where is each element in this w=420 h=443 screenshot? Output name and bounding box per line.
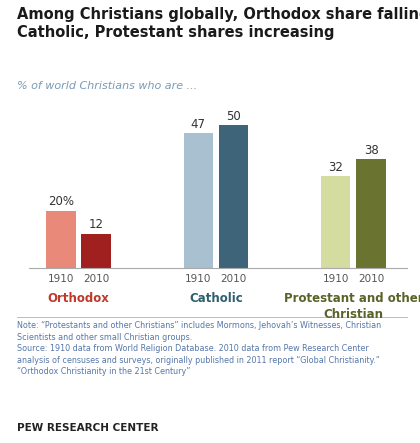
Text: Catholic: Catholic <box>189 292 243 305</box>
Text: Among Christians globally, Orthodox share falling,
Catholic, Protestant shares i: Among Christians globally, Orthodox shar… <box>17 7 420 40</box>
Text: Note: “Protestants and other Christians” includes Mormons, Jehovah’s Witnesses, : Note: “Protestants and other Christians”… <box>17 321 381 376</box>
Text: 50: 50 <box>226 109 241 123</box>
Bar <box>219 125 248 268</box>
Text: PEW RESEARCH CENTER: PEW RESEARCH CENTER <box>17 423 158 433</box>
Text: 12: 12 <box>89 218 104 231</box>
Bar <box>184 133 213 268</box>
Bar <box>321 176 350 268</box>
Text: 38: 38 <box>364 144 378 157</box>
Text: Orthodox: Orthodox <box>47 292 110 305</box>
Text: 32: 32 <box>328 161 343 174</box>
Bar <box>81 233 111 268</box>
Bar <box>46 211 76 268</box>
Text: % of world Christians who are ...: % of world Christians who are ... <box>17 81 197 91</box>
Text: 47: 47 <box>191 118 206 131</box>
Text: Protestant and other
Christian: Protestant and other Christian <box>284 292 420 321</box>
Bar <box>356 159 386 268</box>
Text: 20%: 20% <box>48 195 74 209</box>
